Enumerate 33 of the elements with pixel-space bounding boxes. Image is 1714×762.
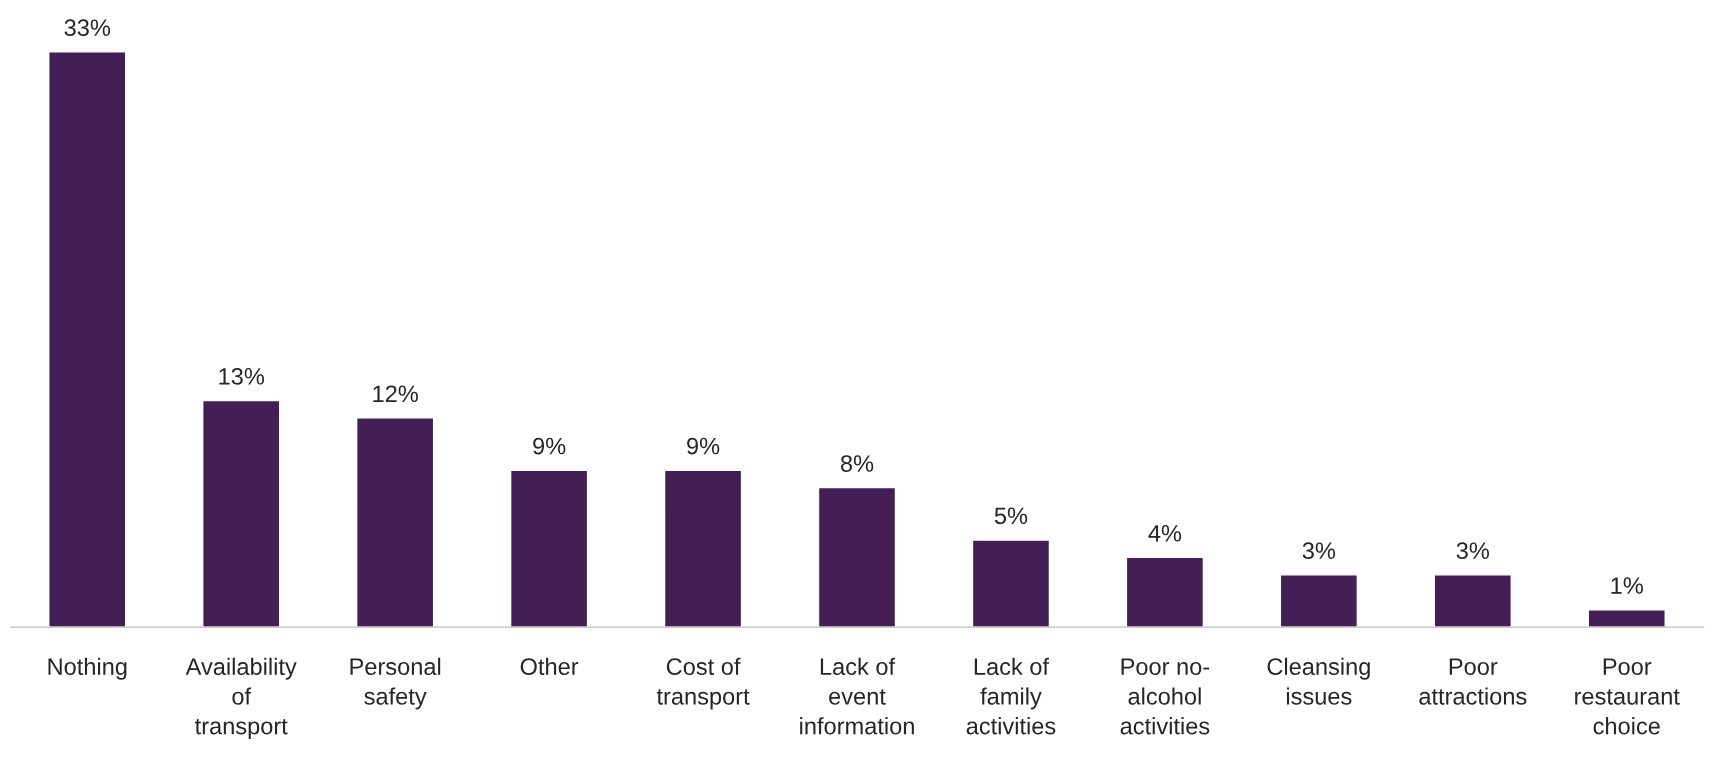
data-label: 8% <box>840 455 874 472</box>
bar <box>1587 608 1666 628</box>
bar <box>971 539 1051 628</box>
x-tick-label: Poor attractions <box>1419 658 1527 705</box>
bar <box>355 417 435 628</box>
x-tick-label: Lack of event information <box>800 657 914 735</box>
x-tick-label: Lack of family activities <box>966 657 1056 735</box>
data-label: 3% <box>1456 542 1490 560</box>
bar <box>509 469 589 628</box>
data-label: 3% <box>1302 542 1336 560</box>
data-label: 5% <box>994 507 1028 525</box>
bar <box>1279 574 1359 628</box>
x-tick-label: Nothing <box>48 657 127 680</box>
x-tick-label: Personal safety <box>350 657 441 710</box>
data-label: 9% <box>533 437 566 455</box>
bar <box>663 469 743 628</box>
x-tick-label: Poor no- alcohol activities <box>1120 658 1210 735</box>
data-label: 1% <box>1611 577 1643 594</box>
bar <box>202 399 281 628</box>
bar <box>1433 574 1512 628</box>
bar <box>1125 556 1205 628</box>
x-tick-label: Availability of transport <box>185 657 297 740</box>
x-tick-label: Cost of transport <box>656 657 750 710</box>
bar <box>817 486 897 628</box>
x-tick-label: Poor restaurant choice <box>1575 658 1680 735</box>
bar <box>48 51 127 628</box>
data-label: 13% <box>219 367 264 385</box>
data-label: 33% <box>64 19 111 37</box>
data-label: 12% <box>373 385 418 403</box>
data-label: 9% <box>687 437 720 455</box>
x-tick-label: Cleansing issues <box>1267 657 1370 705</box>
x-tick-label: Other <box>520 657 579 676</box>
data-label: 4% <box>1148 525 1182 542</box>
